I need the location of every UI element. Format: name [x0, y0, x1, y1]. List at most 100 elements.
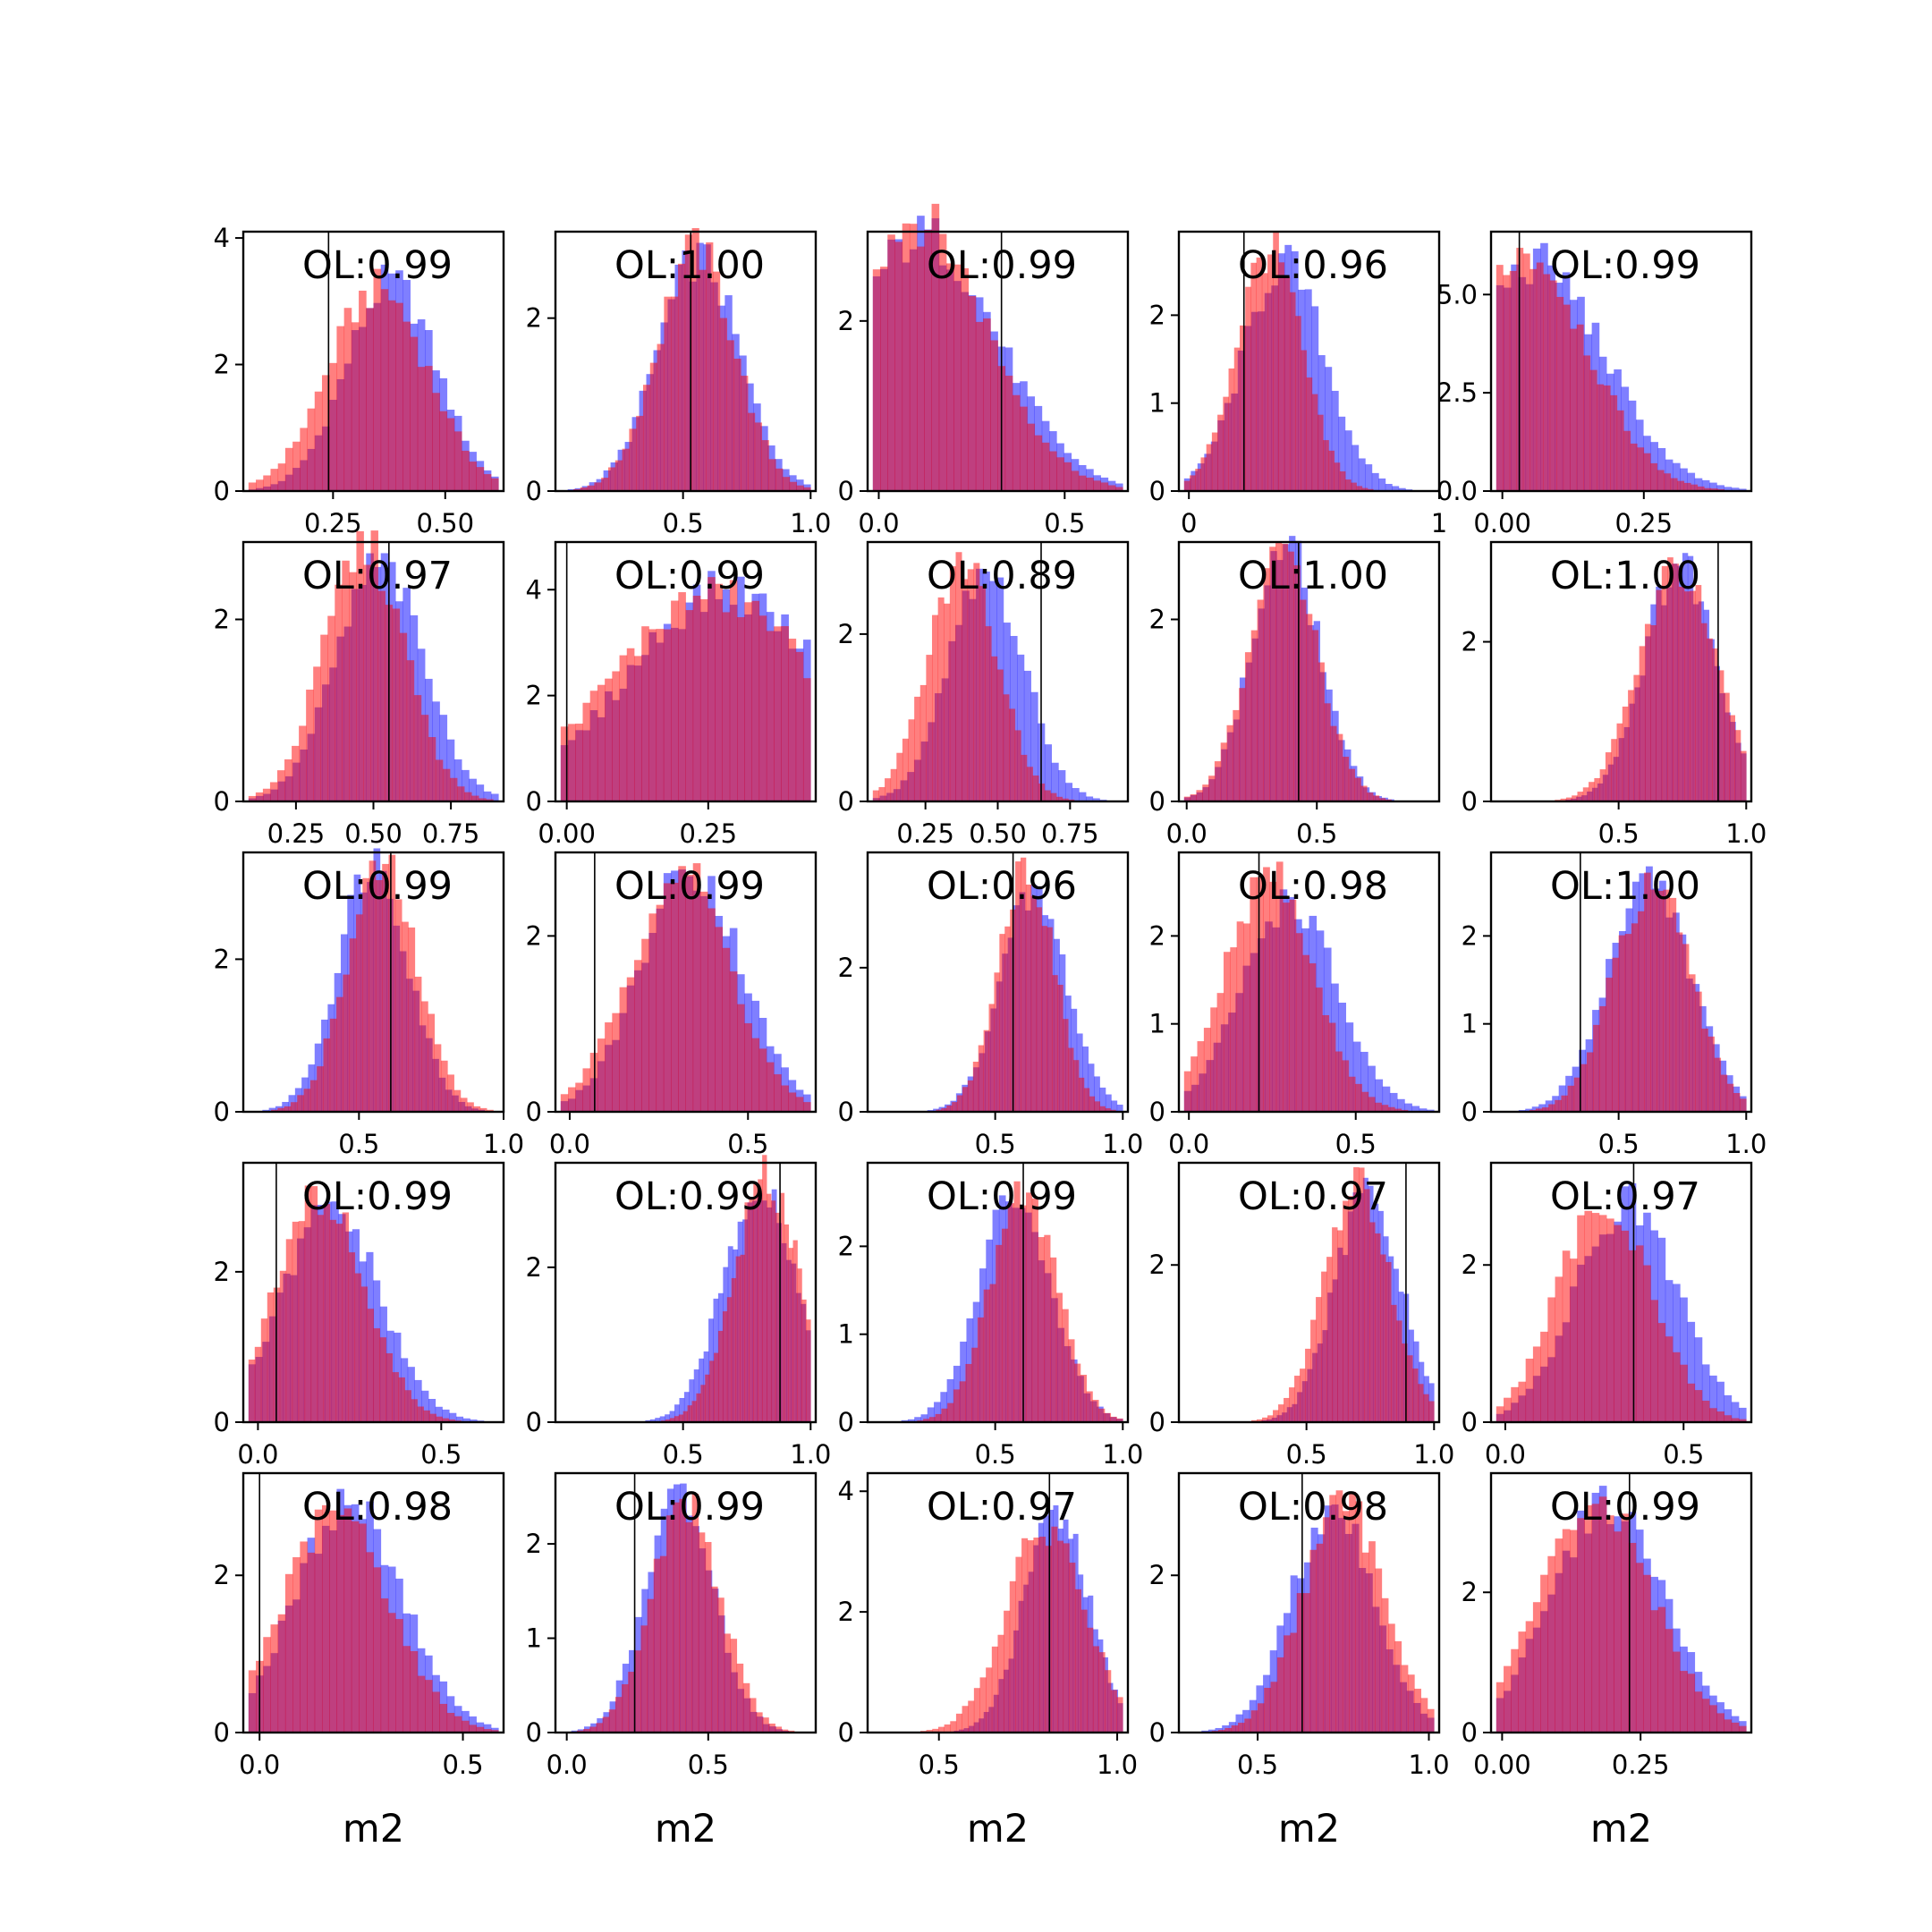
series-red — [1183, 542, 1392, 801]
histogram-bar — [973, 1688, 980, 1733]
y-tick-label: 0 — [1462, 1717, 1478, 1748]
histogram-bar — [1729, 715, 1735, 801]
overlap-label: OL:0.99 — [614, 1485, 765, 1530]
histogram-bar — [758, 1179, 763, 1422]
histogram-bar — [342, 1212, 350, 1422]
histogram-bar — [1034, 435, 1043, 491]
histogram-bar — [673, 1502, 680, 1733]
histogram-bar — [417, 367, 426, 491]
histogram-bar — [490, 1730, 499, 1733]
histogram-bar — [973, 563, 980, 801]
histogram-bar — [985, 626, 992, 801]
histogram-bar — [1569, 1258, 1578, 1422]
histogram-bar — [320, 634, 328, 801]
histogram-bar — [336, 996, 343, 1112]
x-tick-label: 0.25 — [1615, 508, 1674, 538]
histogram-bar — [1057, 1540, 1064, 1733]
histogram-bar — [486, 799, 494, 801]
histogram-bar — [1352, 1041, 1361, 1112]
histogram-bar — [1694, 1691, 1703, 1733]
histogram-bar — [1673, 1352, 1681, 1422]
x-tick-label: 1.0 — [1725, 818, 1767, 849]
histogram-bar — [1606, 1515, 1614, 1733]
histogram-bar — [683, 1392, 690, 1422]
histogram-bar — [1330, 725, 1337, 801]
histogram-bar — [297, 1095, 304, 1112]
histogram-bar — [1089, 1096, 1096, 1112]
histogram-bar — [1031, 1198, 1038, 1422]
histogram-bar — [1360, 1051, 1368, 1112]
y-tick-label: 2 — [214, 350, 230, 380]
histogram-panel: 0 2 0.5 1.0 OL:0.99 — [526, 1155, 831, 1470]
histogram-bar — [988, 1004, 995, 1112]
series-red — [872, 203, 1123, 491]
histogram-bar — [1610, 394, 1618, 491]
histogram-bar — [622, 1684, 629, 1733]
series-red — [936, 857, 1116, 1112]
histogram-bar — [1206, 444, 1213, 491]
histogram-bar — [1577, 792, 1584, 801]
y-tick-label: 2 — [1462, 1250, 1478, 1280]
histogram-bar — [926, 655, 933, 801]
series-red — [560, 577, 811, 801]
histogram-bar — [722, 1311, 728, 1422]
histogram-bar — [1700, 623, 1707, 801]
histogram-bar — [944, 603, 951, 801]
y-tick-label: 2 — [526, 303, 542, 334]
axes-frame — [554, 1471, 818, 1734]
histogram-bar — [1030, 895, 1038, 1112]
histogram-bar — [711, 1586, 718, 1733]
histogram-bar — [329, 1510, 337, 1733]
histogram-bar — [1116, 1105, 1123, 1112]
histogram-bar — [719, 318, 727, 491]
histogram-bar — [1107, 485, 1116, 491]
histogram-bar — [1326, 1257, 1333, 1422]
y-tick-label: 4 — [526, 574, 542, 605]
histogram-bar — [612, 1013, 620, 1112]
histogram-bar — [626, 977, 635, 1112]
histogram-bar — [395, 1619, 403, 1733]
histogram-bar — [306, 690, 314, 801]
overlap-label: OL:1.00 — [1238, 554, 1388, 598]
axes-frame — [866, 1161, 1130, 1424]
histogram-bar — [1223, 396, 1229, 491]
histogram-bar — [366, 1552, 374, 1733]
histogram-bar — [360, 1286, 369, 1422]
histogram-bar — [663, 629, 672, 801]
histogram-bar — [1083, 1088, 1090, 1112]
histogram-bar — [1032, 775, 1039, 801]
series-red — [1183, 861, 1409, 1112]
x-tick-label: 0 — [1181, 508, 1197, 538]
histogram-bar — [321, 1504, 330, 1733]
histogram-bar — [411, 1399, 418, 1422]
histogram-bar — [1278, 262, 1285, 491]
x-tick-label: 1.0 — [1413, 1439, 1454, 1470]
histogram-bar — [1200, 457, 1208, 491]
histogram-bar — [1256, 257, 1263, 491]
series-red — [1496, 1496, 1747, 1733]
y-tick-label: 2 — [838, 953, 854, 983]
histogram-bar — [1226, 724, 1233, 801]
histogram-bar — [941, 1107, 947, 1112]
histogram-bar — [469, 778, 477, 801]
histogram-bar — [1044, 790, 1051, 801]
overlap-label: OL:0.97 — [1238, 1174, 1388, 1219]
histogram-bar — [329, 1018, 337, 1112]
histogram-bar — [1030, 691, 1038, 801]
histogram-bar — [343, 308, 352, 491]
histogram-bar — [669, 1411, 675, 1422]
histogram-bar — [774, 626, 782, 801]
histogram-bar — [1321, 1271, 1327, 1422]
histogram-bar — [453, 759, 462, 801]
x-axis-label: m2 — [655, 1807, 716, 1852]
histogram-bar — [1606, 1218, 1614, 1422]
histogram-bar — [935, 1413, 942, 1422]
histogram-bar — [979, 1677, 987, 1733]
histogram-bar — [453, 1716, 462, 1733]
histogram-bar — [1203, 1028, 1211, 1112]
histogram-bar — [1623, 430, 1631, 491]
histogram-bar — [741, 376, 749, 491]
x-tick-label: 0.00 — [1473, 508, 1531, 538]
histogram-bar — [1555, 1099, 1562, 1112]
